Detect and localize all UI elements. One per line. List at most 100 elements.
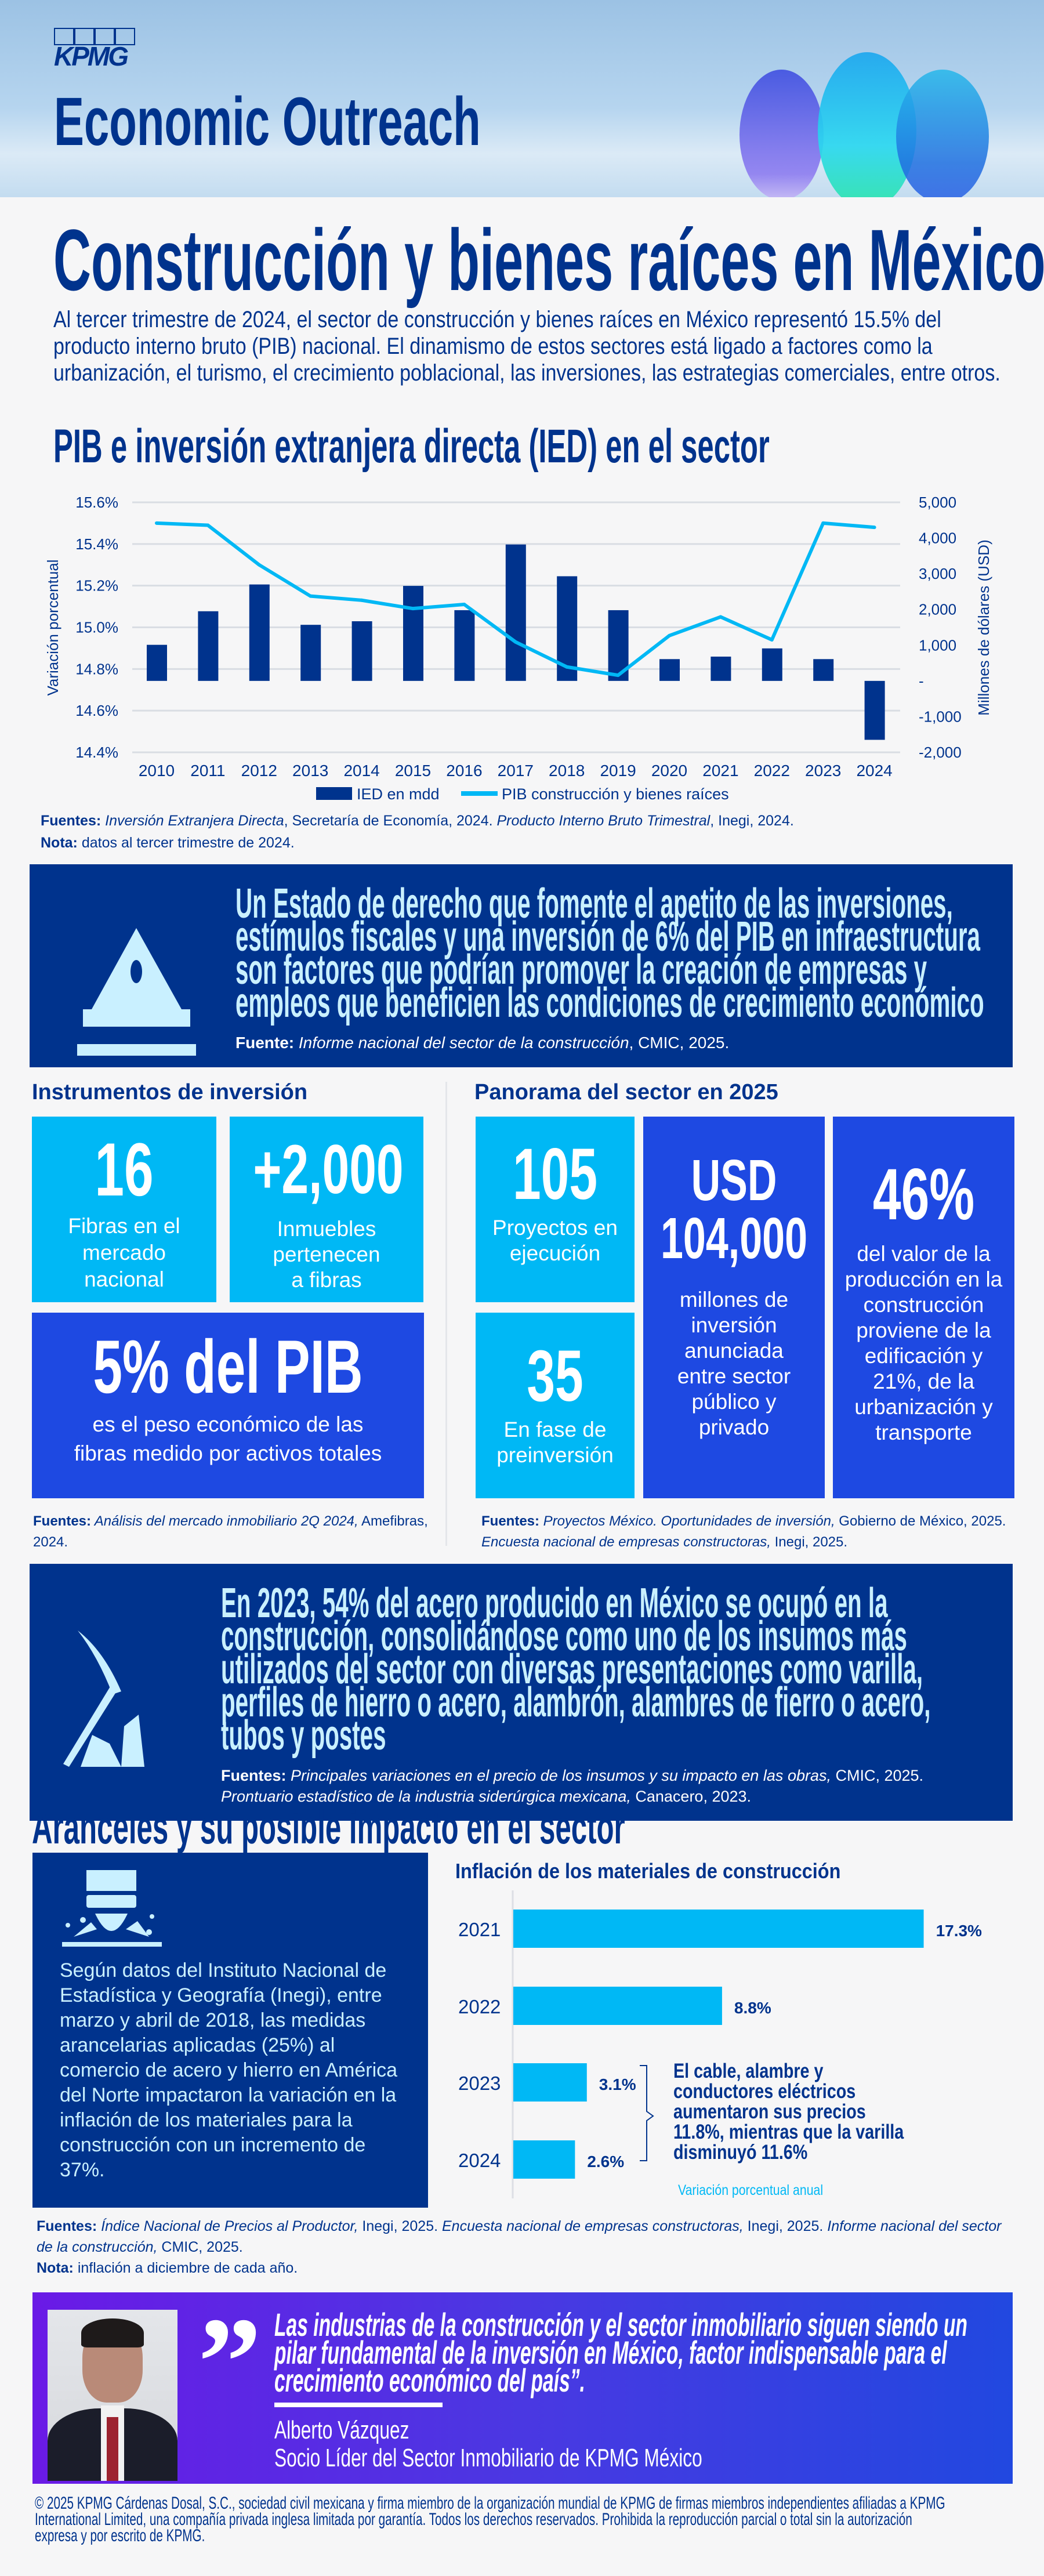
right-tick-label: -2,000 [919,744,962,761]
pib-point [462,602,466,606]
government-building-icon [83,928,190,1027]
stat-value: USD 104,000 [660,1148,808,1271]
year-tick-label: 2024 [856,762,892,780]
year-tick-label: 2017 [498,762,534,780]
infrastructure-banner: Un Estado de derecho que fomente el apet… [30,864,1013,1067]
right-tick-label: -1,000 [919,708,962,725]
note-text: inflación a diciembre de cada año. [73,2260,298,2276]
ied-bar [659,659,680,681]
year-tick-label: 2023 [805,762,841,780]
source-title: Informe nacional del sector de la constr… [37,2218,1002,2255]
right-tick-label: 4,000 [919,530,956,547]
source-text: Gobierno de México, 2025. [835,1513,1006,1529]
right-tick-label: - [919,672,924,690]
ied-bar [454,610,475,681]
left-tick-label: 14.8% [75,660,118,677]
right-tick-label: 5,000 [919,494,956,511]
year-tick-label: 2012 [241,762,277,780]
laser-cutting-icon [62,1870,162,1947]
inflation-year-label: 2022 [458,1996,501,2017]
intro-paragraph: Al tercer trimestre de 2024, el sector d… [53,307,1000,386]
pib-point [821,521,825,525]
ied-bar [505,544,526,681]
source-text: Inegi, 2025. [358,2218,442,2234]
inflation-value-label: 8.8% [734,1999,771,2017]
panorama-sources: Fuentes: Proyectos México. Oportunidades… [481,1511,1021,1553]
pib-point [719,615,723,619]
publication-title: Economic Outreach [54,84,481,160]
stat-card-preinversion: 35 En fase de preinversión [476,1313,635,1498]
inflation-bar [513,2063,587,2102]
panorama-title: Panorama del sector en 2025 [474,1080,778,1104]
source-title: Análisis del mercado inmobiliario 2Q 202… [91,1513,358,1529]
year-tick-label: 2018 [549,762,585,780]
aranceles-text: Según datos del Instituto Nacional de Es… [60,1959,398,2181]
decorative-lens [740,70,824,197]
stat-card-inmuebles: +2,000 Inmuebles pertenecen a fibras [230,1117,423,1302]
pib-point [155,521,158,525]
source-title: Proyectos México. Oportunidades de inver… [539,1513,835,1529]
pib-point [872,526,876,530]
inflation-annotation: El cable, alambre y conductores eléctric… [673,2060,904,2164]
inflation-bar [513,1910,924,1948]
pib-point [668,633,671,637]
source-text: Canacero, 2023. [630,1788,752,1805]
banner-text: En 2023, 54% del acero producido en Méxi… [221,1580,931,1759]
left-tick-label: 14.6% [75,702,118,719]
kpmg-logo: KPMG [54,28,158,71]
kpmg-logo-text: KPMG [54,41,129,71]
left-tick-label: 15.2% [75,577,118,595]
ied-bar [710,656,731,681]
inflation-value-label: 17.3% [936,1922,982,1940]
year-tick-label: 2022 [754,762,790,780]
note-text: datos al tercer trimestre de 2024. [77,835,295,851]
chart-section-title: PIB e inversión extranjera directa (IED)… [53,420,770,473]
banner-text: Un Estado de derecho que fomente el apet… [235,881,984,1026]
source-title: Informe nacional del sector de la constr… [294,1034,629,1052]
ied-pib-chart: 15.6% 15.4% 15.2% 15.0% 14.8% 14.6% 14.4% 5,000… [44,494,992,803]
inflation-year-label: 2021 [458,1919,501,1940]
source-text: CMIC, 2025. [157,2239,243,2255]
source-title: Inversión Extranjera Directa [105,813,284,829]
instrumentos-title: Instrumentos de inversión [32,1080,308,1104]
stat-label: Proyectos en ejecución [492,1216,618,1265]
stat-value: 46% [872,1154,975,1235]
steel-banner: En 2023, 54% del acero producido en Méxi… [30,1564,1013,1821]
source-label: Fuente: [235,1034,295,1052]
avatar [48,2310,177,2481]
section-divider [445,1082,447,1546]
pickaxe-icon [63,1631,144,1767]
source-title: Encuesta nacional de empresas constructo… [442,2218,744,2234]
ied-bar [351,621,372,681]
stat-card-pib: 5% del PIB es el peso económico de las f… [32,1313,424,1498]
stat-card-inversion: USD 104,000 millones de inversión anunci… [643,1117,825,1498]
source-text: , CMIC, 2025. [629,1034,730,1052]
source-label: Fuentes: [481,1513,540,1529]
aranceles-sources: Fuentes: Índice Nacional de Precios al P… [37,2216,1011,2278]
pib-point [565,665,569,669]
ied-bar [249,584,270,681]
pib-point [360,598,364,602]
year-tick-label: 2019 [600,762,636,780]
source-label: Fuentes: [221,1767,287,1784]
brace-icon [640,2065,654,2161]
inflation-chart: 2021 17.3% 2022 8.8% 2023 3.1% 2024 2.6% [458,1890,982,2198]
source-text: , Secretaría de Economía, 2024. [284,813,497,829]
legend-label-pib: PIB construcción y bienes raíces [502,785,729,803]
pib-point [513,640,517,644]
decorative-lens [896,70,989,197]
ied-bar [403,586,423,681]
stat-label: En fase de preinversión [496,1418,614,1467]
stat-value: 35 [527,1336,583,1416]
inflation-year-label: 2024 [458,2150,501,2171]
stat-card-produccion: 46% del valor de la producción en la con… [833,1117,1014,1498]
year-tick-label: 2014 [343,762,379,780]
source-title: Índice Nacional de Precios al Productor, [97,2218,358,2234]
stat-card-fibras: 16 Fibras en el mercado nacional [32,1117,216,1302]
inflation-year-label: 2023 [458,2073,501,2094]
stat-label: millones de inversión anunciada entre se… [677,1288,791,1439]
year-tick-label: 2016 [446,762,482,780]
chart-sources: Fuentes: Inversión Extranjera Directa, S… [41,810,794,854]
ied-bar [300,625,321,681]
quote-divider [274,2403,443,2407]
